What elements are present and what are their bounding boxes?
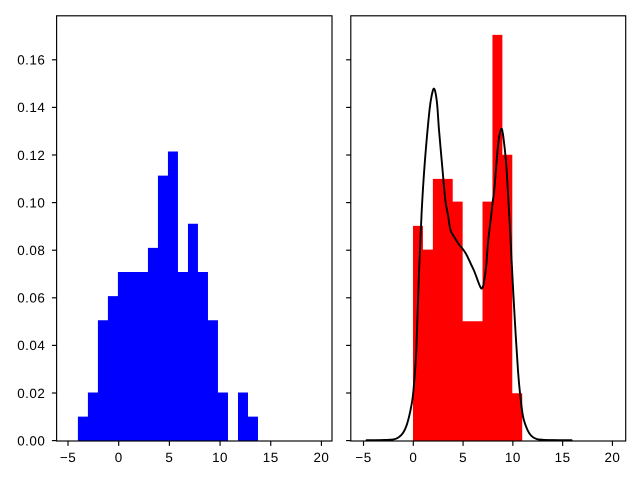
svg-text:0.14: 0.14	[17, 100, 45, 115]
svg-text:0.02: 0.02	[17, 386, 45, 401]
svg-text:20: 20	[313, 450, 329, 465]
svg-text:0.00: 0.00	[17, 433, 45, 448]
svg-text:5: 5	[459, 450, 467, 465]
svg-text:10: 10	[212, 450, 228, 465]
svg-text:20: 20	[604, 450, 620, 465]
svg-text:0.12: 0.12	[17, 148, 45, 163]
svg-text:15: 15	[263, 450, 279, 465]
svg-text:0.16: 0.16	[17, 53, 45, 68]
svg-text:0: 0	[115, 450, 123, 465]
svg-text:0.06: 0.06	[17, 291, 45, 306]
svg-text:−5: −5	[355, 450, 371, 465]
svg-text:10: 10	[505, 450, 521, 465]
svg-text:0: 0	[409, 450, 417, 465]
svg-text:15: 15	[555, 450, 571, 465]
svg-text:0.08: 0.08	[17, 243, 45, 258]
svg-text:−5: −5	[60, 450, 76, 465]
svg-text:0.10: 0.10	[17, 195, 45, 210]
svg-text:5: 5	[165, 450, 173, 465]
svg-text:0.04: 0.04	[17, 338, 45, 353]
